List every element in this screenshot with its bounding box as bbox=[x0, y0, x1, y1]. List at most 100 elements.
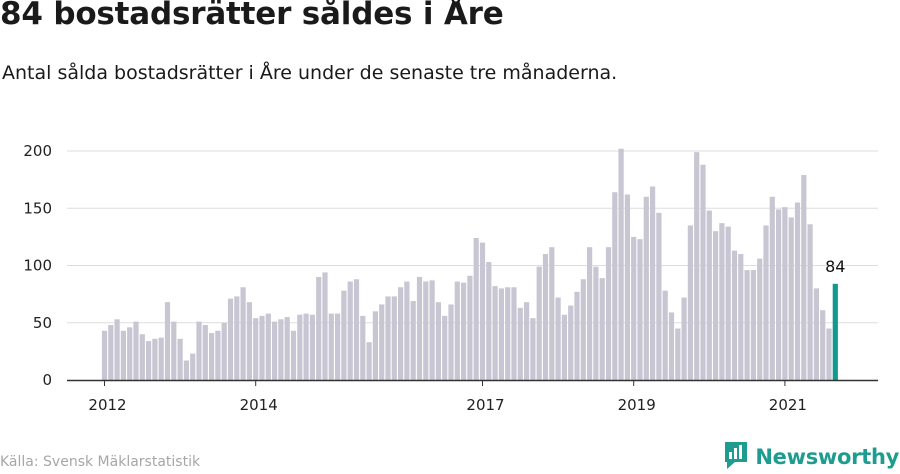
bar bbox=[687, 225, 693, 380]
bar bbox=[738, 254, 744, 380]
bar bbox=[215, 330, 221, 380]
bar bbox=[656, 212, 662, 380]
bar bbox=[694, 152, 700, 380]
bar bbox=[259, 315, 265, 380]
bar bbox=[536, 266, 542, 380]
bar bbox=[662, 290, 668, 380]
bar bbox=[442, 315, 448, 380]
bar bbox=[593, 266, 599, 380]
bar bbox=[763, 225, 769, 380]
bar bbox=[505, 287, 511, 380]
bar bbox=[473, 238, 479, 380]
bar-highlight bbox=[832, 283, 838, 380]
bar bbox=[328, 313, 334, 380]
bar bbox=[435, 302, 441, 380]
bar bbox=[379, 304, 385, 380]
bar bbox=[524, 302, 530, 380]
bar bbox=[227, 298, 234, 380]
bar bbox=[272, 321, 278, 380]
bar bbox=[360, 315, 366, 380]
bar bbox=[612, 192, 618, 380]
bar bbox=[127, 327, 133, 380]
bar bbox=[202, 325, 208, 380]
x-tick-label: 2021 bbox=[769, 396, 807, 414]
bar bbox=[794, 202, 801, 380]
bar bbox=[479, 242, 486, 380]
bar bbox=[246, 302, 252, 380]
page-title: 84 bostadsrätter såldes i Åre bbox=[0, 0, 504, 32]
bar bbox=[353, 279, 360, 380]
bar bbox=[284, 317, 290, 380]
bar bbox=[120, 330, 126, 380]
y-tick-label: 150 bbox=[23, 199, 52, 217]
bar bbox=[530, 318, 536, 380]
bar bbox=[750, 270, 756, 380]
bars bbox=[101, 148, 838, 381]
bar bbox=[278, 319, 284, 380]
y-tick-label: 100 bbox=[23, 257, 52, 275]
bar bbox=[826, 328, 832, 380]
bar bbox=[587, 247, 593, 380]
bar bbox=[152, 338, 158, 380]
bar bbox=[335, 313, 341, 380]
x-tick-label: 2017 bbox=[466, 396, 504, 414]
brand-logo[interactable]: Newsworthy bbox=[723, 440, 899, 474]
bar bbox=[240, 287, 246, 380]
bar bbox=[650, 186, 656, 380]
bar bbox=[234, 296, 240, 380]
bar bbox=[108, 325, 114, 380]
bar bbox=[555, 297, 561, 380]
brand-name: Newsworthy bbox=[755, 445, 899, 469]
bar bbox=[347, 281, 353, 380]
bar bbox=[776, 209, 782, 380]
y-tick-label: 0 bbox=[42, 371, 52, 389]
bar bbox=[769, 196, 775, 380]
x-axis bbox=[67, 379, 878, 386]
bar bbox=[813, 288, 819, 380]
bar bbox=[309, 314, 315, 380]
x-axis-labels: 2012 2014 2017 2019 2021 bbox=[88, 396, 807, 414]
bar bbox=[177, 338, 183, 380]
bar bbox=[448, 304, 454, 380]
bar bbox=[492, 286, 498, 380]
bar bbox=[549, 247, 555, 380]
bar bbox=[782, 207, 788, 380]
bar bbox=[605, 247, 612, 380]
bar bbox=[788, 217, 794, 380]
bar bbox=[700, 164, 706, 380]
bar bbox=[643, 196, 649, 380]
bar bbox=[681, 297, 687, 380]
bar bbox=[631, 236, 637, 381]
bar bbox=[322, 272, 328, 380]
bar bbox=[372, 311, 378, 380]
bar bbox=[637, 239, 643, 380]
bar bbox=[561, 314, 567, 380]
source-note: Källa: Svensk Mäklarstatistik bbox=[0, 454, 201, 470]
page-subtitle: Antal sålda bostadsrätter i Åre under de… bbox=[2, 62, 618, 84]
x-tick-label: 2014 bbox=[240, 396, 278, 414]
bar bbox=[404, 281, 410, 380]
y-tick-label: 50 bbox=[33, 314, 52, 332]
bar bbox=[618, 148, 624, 380]
bar bbox=[416, 276, 423, 380]
bar bbox=[429, 280, 435, 380]
bar bbox=[253, 318, 259, 380]
bar bbox=[366, 342, 372, 380]
bar bbox=[171, 321, 177, 380]
bar bbox=[265, 313, 271, 380]
bar bbox=[183, 360, 189, 380]
bar bbox=[164, 302, 171, 380]
bar bbox=[146, 341, 152, 380]
bar bbox=[757, 258, 763, 380]
bar bbox=[290, 330, 297, 380]
newsworthy-logo-icon bbox=[723, 440, 749, 474]
x-tick-label: 2019 bbox=[618, 396, 656, 414]
bar bbox=[303, 313, 309, 380]
bar bbox=[517, 307, 523, 380]
bar bbox=[190, 353, 196, 380]
bar bbox=[461, 282, 467, 380]
highlight-value-label: 84 bbox=[825, 257, 845, 276]
bar bbox=[725, 226, 731, 380]
bar bbox=[486, 262, 492, 380]
